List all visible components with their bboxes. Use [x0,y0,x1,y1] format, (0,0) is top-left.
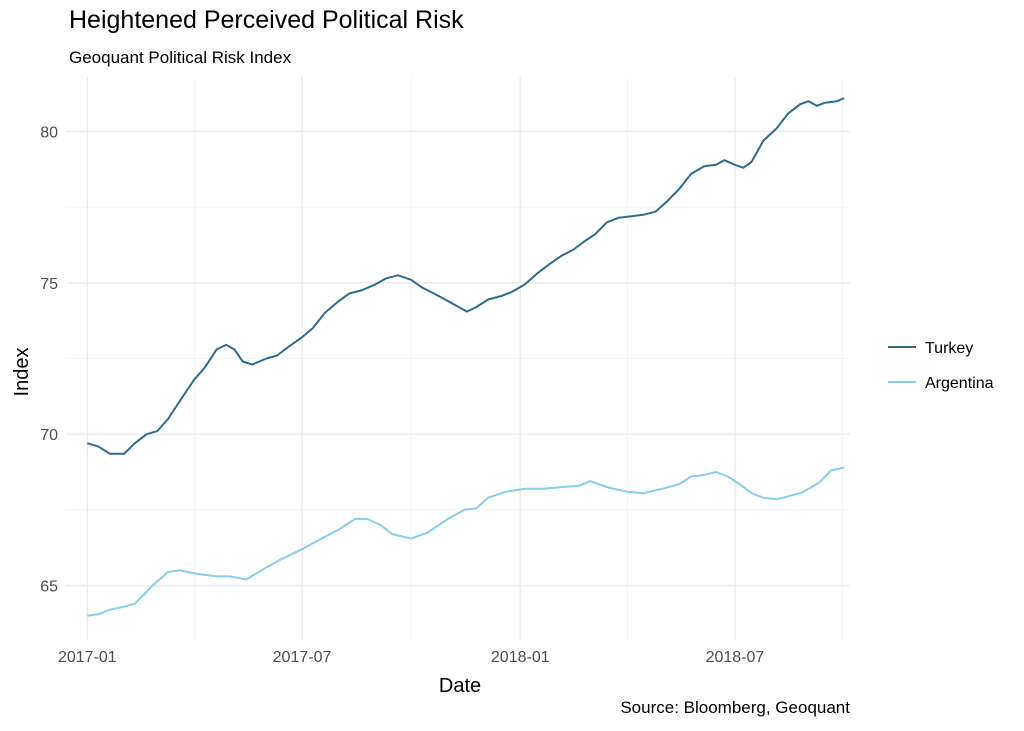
chart-title: Heightened Perceived Political Risk [69,6,464,34]
major-gridlines [66,77,850,640]
x-tick-label: 2017-07 [273,649,332,666]
y-axis-ticks: 65 70 75 80 [40,124,58,595]
y-tick-label: 80 [40,124,58,141]
legend-label-argentina: Argentina [925,375,994,392]
legend-label-turkey: Turkey [925,340,973,357]
series-lines [87,97,845,617]
minor-gridlines [66,77,850,640]
x-axis-ticks: 2017-01 2017-07 2018-01 2018-07 [58,649,764,666]
y-axis-title: Index [11,348,33,397]
series-line-turkey [87,97,845,455]
x-tick-label: 2018-07 [706,649,765,666]
x-tick-label: 2017-01 [58,649,117,666]
chart-subtitle: Geoquant Political Risk Index [69,48,292,67]
legend: Turkey Argentina [888,340,994,392]
chart-caption: Source: Bloomberg, Geoquant [620,698,850,717]
x-tick-label: 2018-01 [491,649,550,666]
series-line-argentina [87,466,845,617]
y-tick-label: 65 [40,579,58,596]
y-tick-label: 70 [40,427,58,444]
y-tick-label: 75 [40,276,58,293]
x-axis-title: Date [439,675,481,697]
